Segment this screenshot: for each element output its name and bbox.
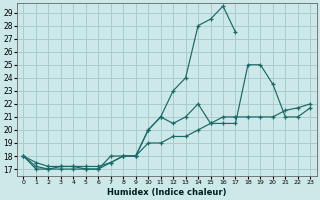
X-axis label: Humidex (Indice chaleur): Humidex (Indice chaleur)	[107, 188, 227, 197]
